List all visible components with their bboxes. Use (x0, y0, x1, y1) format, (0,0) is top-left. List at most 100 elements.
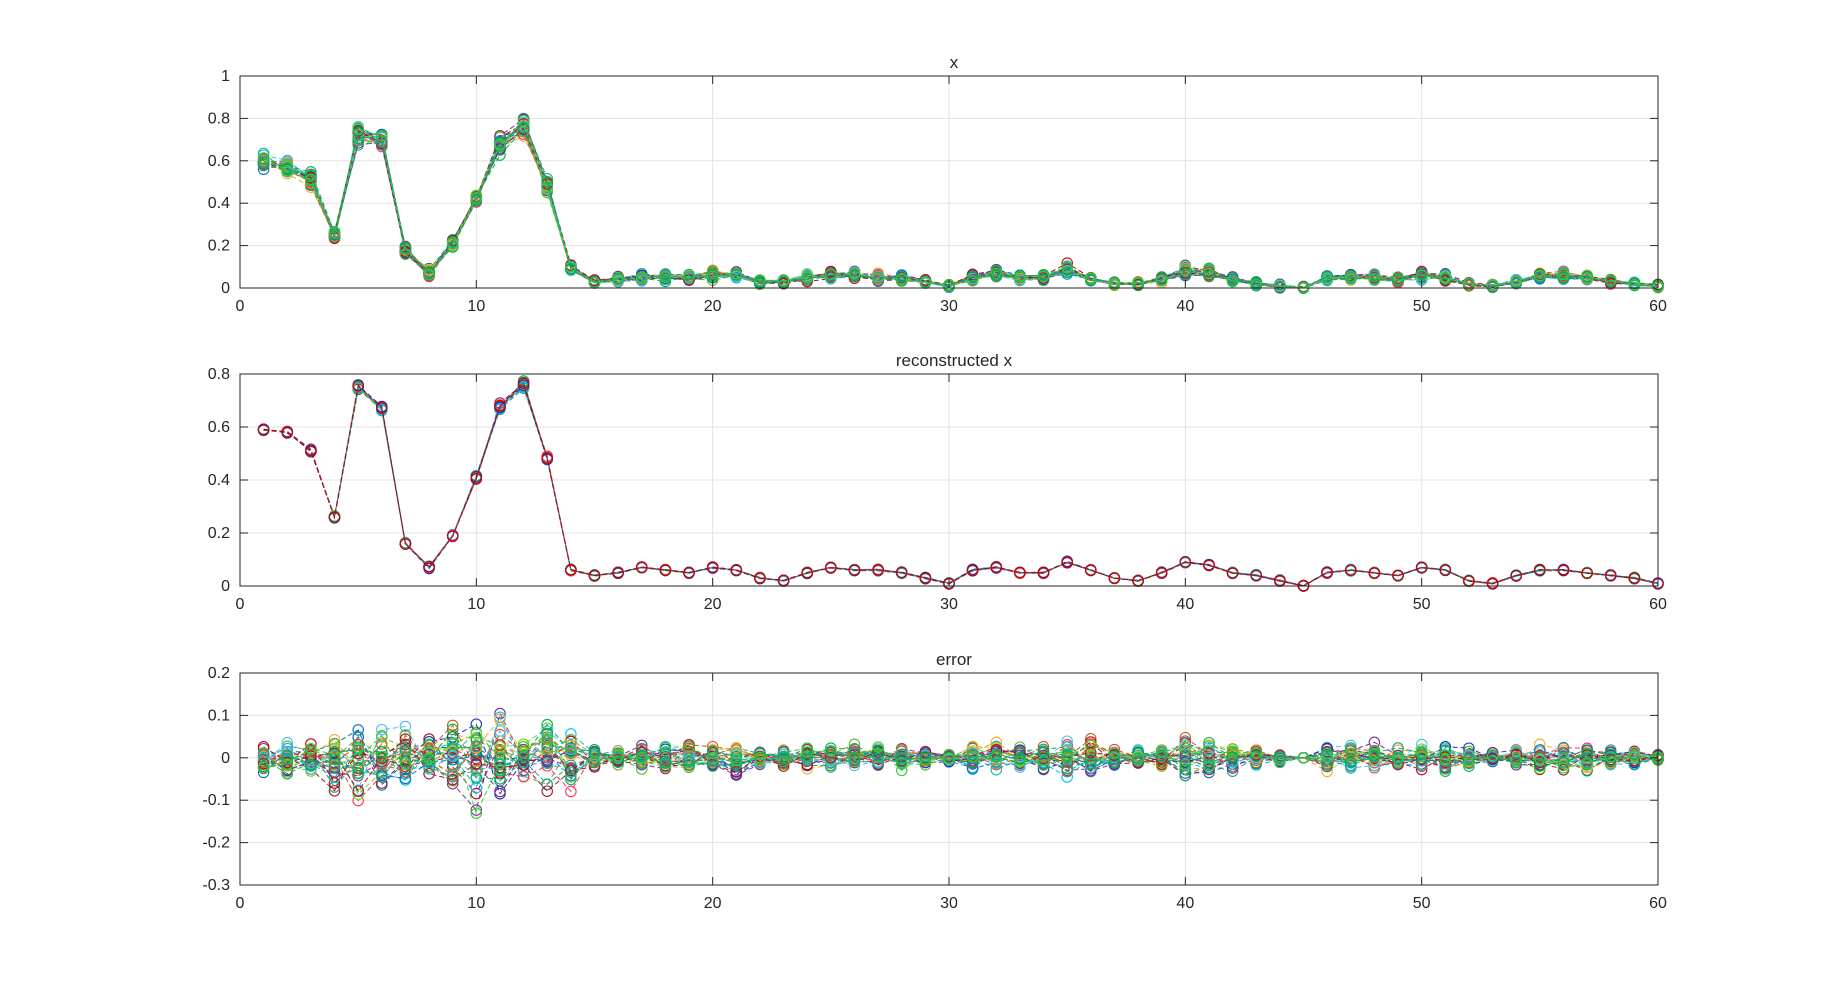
data-point (1085, 747, 1097, 759)
data-point (1132, 751, 1144, 764)
y-tick-label: 1 (221, 68, 230, 85)
series-line (263, 128, 1659, 289)
data-point (1415, 746, 1428, 758)
data-point (1628, 572, 1641, 584)
data-point (872, 564, 884, 576)
data-point (446, 777, 459, 790)
data-point (1510, 756, 1522, 769)
data-point (872, 757, 884, 769)
data-point (1345, 564, 1357, 576)
data-point (848, 755, 861, 767)
data-point (990, 751, 1003, 764)
y-tick-label: 0 (221, 750, 230, 767)
data-point (730, 754, 743, 767)
data-point (565, 746, 577, 758)
data-point (1581, 272, 1593, 284)
data-point (1534, 756, 1546, 769)
data-point (1085, 739, 1097, 752)
series-line (263, 733, 1659, 778)
y-tick-label: 0.8 (208, 366, 230, 383)
data-point (895, 748, 908, 761)
data-point (281, 750, 294, 762)
data-point (517, 750, 530, 762)
data-point (1392, 271, 1404, 283)
data-point (1463, 278, 1475, 290)
data-point (706, 753, 719, 765)
data-point (1203, 263, 1215, 276)
data-point (257, 424, 270, 436)
data-point (494, 740, 506, 753)
data-point (1132, 277, 1144, 290)
data-point (848, 267, 861, 280)
x-tick-label: 10 (467, 298, 485, 315)
data-point (1203, 744, 1215, 757)
data-point (470, 472, 483, 485)
x-tick-label: 10 (467, 596, 485, 613)
data-point (446, 530, 459, 543)
data-point (352, 123, 364, 136)
data-point (1628, 749, 1641, 762)
data-point (352, 762, 364, 774)
data-point (1628, 278, 1641, 291)
data-point (517, 122, 530, 134)
y-tick-label: -0.2 (202, 835, 230, 852)
data-point (423, 268, 435, 281)
data-point (825, 751, 837, 764)
x-tick-label: 0 (236, 596, 245, 613)
data-point (423, 767, 435, 780)
data-point (1439, 564, 1452, 576)
data-point (1203, 736, 1215, 749)
data-point (895, 273, 908, 285)
subplot-reconstructed-x: reconstructed x 0 10 20 30 40 50 60 0 0.2 0.4 0.6 0… (208, 351, 1667, 613)
data-point (1345, 751, 1357, 763)
data-point (446, 770, 459, 783)
data-point (825, 742, 837, 754)
data-point (1061, 261, 1073, 274)
data-point (636, 758, 648, 771)
x-tick-label: 40 (1176, 895, 1194, 912)
data-point (848, 759, 861, 772)
data-point (588, 744, 601, 756)
data-point (1486, 279, 1499, 292)
data-point (706, 264, 719, 277)
data-point (825, 272, 837, 285)
series-line (263, 384, 1659, 587)
data-point (1439, 754, 1452, 766)
data-point (541, 172, 553, 185)
data-point (1250, 750, 1262, 762)
data-point (612, 756, 624, 768)
data-point (376, 731, 388, 743)
data-point (1155, 745, 1168, 758)
data-point (1179, 556, 1192, 568)
data-point (1226, 567, 1239, 580)
data-point (966, 275, 979, 287)
y-tick-label: 0 (221, 578, 230, 595)
data-point (470, 787, 483, 800)
data-point (659, 741, 672, 753)
data-point (1486, 577, 1499, 590)
data-point (257, 152, 270, 164)
data-point (376, 755, 388, 768)
data-point (1085, 758, 1097, 770)
data-point (1534, 563, 1546, 576)
x-tick-label: 0 (236, 895, 245, 912)
data-point (1604, 274, 1617, 286)
data-point (754, 572, 766, 584)
data-point (494, 725, 506, 737)
data-point (470, 781, 483, 794)
data-point (470, 192, 483, 204)
data-point (446, 723, 459, 736)
data-point (399, 757, 412, 770)
data-point (1345, 748, 1357, 760)
data-point (565, 564, 577, 576)
series-line (263, 738, 1659, 815)
data-point (470, 718, 483, 730)
data-point (1534, 269, 1546, 282)
data-point (1557, 564, 1570, 577)
data-point (1132, 755, 1144, 767)
x-tick-label: 40 (1176, 298, 1194, 315)
x-tick-label: 60 (1649, 895, 1667, 912)
data-point (541, 727, 553, 740)
data-point (470, 807, 483, 819)
